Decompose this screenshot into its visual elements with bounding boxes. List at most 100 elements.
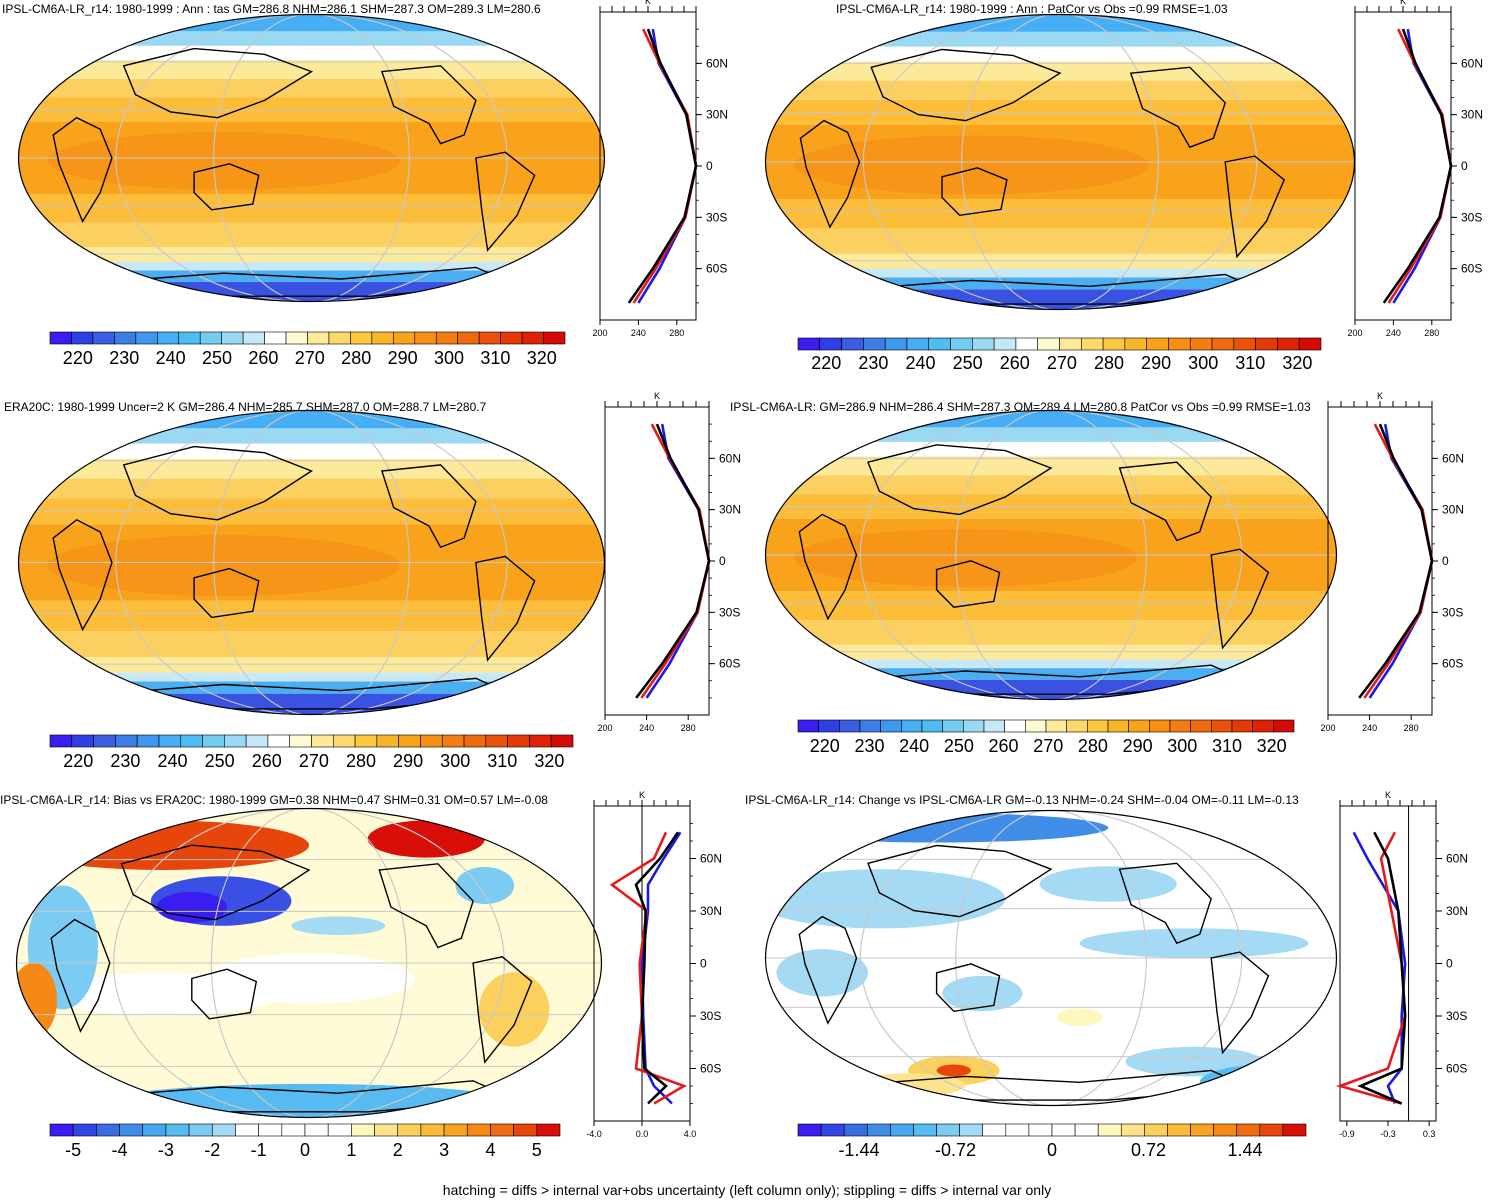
profile-x-tick: 200 bbox=[592, 328, 607, 338]
colorbar-tick-label: -0.72 bbox=[934, 1140, 976, 1160]
colorbar-tick-label: 290 bbox=[1122, 736, 1153, 756]
profile-x-tick: 0.0 bbox=[636, 1129, 649, 1139]
profile-line-black bbox=[1358, 423, 1434, 699]
colorbar-swatch bbox=[178, 331, 201, 345]
colorbar-tick-label: 270 bbox=[298, 751, 329, 771]
colorbar-swatch bbox=[1037, 337, 1060, 351]
colorbar-tick-label: 280 bbox=[1077, 736, 1108, 756]
lat-tick-label: 60N bbox=[700, 852, 722, 866]
colorbar-swatch bbox=[199, 331, 222, 345]
warm-pool bbox=[794, 135, 1149, 195]
lat-tick-label: 30N bbox=[1442, 503, 1464, 517]
colorbar-tick-label: 280 bbox=[345, 751, 376, 771]
colorbar-swatch bbox=[281, 1123, 306, 1137]
profile-line-blue bbox=[640, 831, 682, 1105]
colorbar-swatch bbox=[1097, 1123, 1122, 1137]
colorbar-swatch bbox=[49, 331, 72, 345]
colorbar-tick-label: 320 bbox=[1282, 353, 1313, 373]
profile-x-tick: 200 bbox=[1347, 328, 1362, 338]
colorbar-swatch bbox=[1128, 719, 1150, 733]
colorbar-swatch bbox=[513, 1123, 538, 1137]
colorbar-swatch bbox=[115, 734, 138, 748]
coastline bbox=[52, 518, 113, 632]
colorbar-labels: 220 230 240 250 260 270 280 290 300 310 320 bbox=[798, 353, 1321, 375]
colorbar-tick-label: 230 bbox=[858, 353, 889, 373]
coastline bbox=[798, 915, 858, 1025]
map bbox=[764, 409, 1338, 701]
coastline bbox=[1210, 548, 1270, 650]
colorbar-swatch bbox=[397, 1123, 422, 1137]
anomaly-patch bbox=[16, 820, 309, 870]
anomaly-patch bbox=[1199, 1064, 1337, 1101]
colorbar-swatch bbox=[96, 1123, 120, 1137]
colorbar-swatch bbox=[267, 734, 291, 748]
lat-tick-label: 60S bbox=[719, 657, 740, 671]
colorbar-swatch bbox=[972, 337, 995, 351]
profile-x-tick: 280 bbox=[681, 723, 696, 733]
map-band bbox=[18, 270, 605, 282]
colorbar-swatch bbox=[884, 337, 908, 351]
map-band bbox=[18, 14, 605, 32]
graticule-lon bbox=[862, 14, 1258, 310]
colorbar-swatch bbox=[235, 1123, 259, 1137]
colorbar-tick-label: -1.44 bbox=[838, 1140, 880, 1160]
colorbar-swatch bbox=[1004, 719, 1026, 733]
map-band bbox=[18, 693, 605, 715]
colorbar-swatch bbox=[529, 734, 552, 748]
colorbar-tick-label: 220 bbox=[63, 751, 94, 771]
colorbar-swatch bbox=[1087, 719, 1109, 733]
coastline bbox=[867, 844, 1053, 918]
colorbar-tick-label: 220 bbox=[811, 353, 842, 373]
map-band bbox=[765, 228, 1355, 254]
lat-tick-label: 60N bbox=[1461, 56, 1483, 70]
colorbar-swatch bbox=[463, 734, 487, 748]
map-band bbox=[765, 620, 1337, 645]
panel-title: IPSL-CM6A-LR_r14: Bias vs ERA20C: 1980-1… bbox=[0, 793, 548, 807]
colorbar-swatch bbox=[158, 734, 182, 748]
colorbar-swatch bbox=[485, 734, 508, 748]
colorbar bbox=[49, 1123, 561, 1137]
anomaly-patch bbox=[942, 975, 1023, 1012]
colorbar-swatch bbox=[221, 331, 244, 345]
profile-x-tick: 240 bbox=[1386, 328, 1401, 338]
map-band bbox=[765, 80, 1355, 100]
panel-title: ERA20C: 1980-1999 Uncer=2 K GM=286.4 NHM… bbox=[4, 400, 487, 414]
colorbar-labels: -5 -4 -3 -2 -1 0 1 2 3 4 5 bbox=[50, 1140, 560, 1162]
lat-tick-label: 0 bbox=[706, 159, 713, 173]
colorbar-swatch bbox=[420, 1123, 445, 1137]
map-band bbox=[18, 657, 605, 673]
colorbar-tick-label: -1 bbox=[250, 1140, 267, 1160]
map-band bbox=[765, 289, 1355, 310]
colorbar-swatch bbox=[550, 734, 574, 748]
coastline bbox=[1118, 862, 1212, 945]
graticule-lon bbox=[961, 14, 1159, 310]
panel-title: IPSL-CM6A-LR_r14: 1980-1999 : Ann : tas … bbox=[2, 2, 541, 16]
map-band bbox=[765, 591, 1337, 621]
colorbar-tick-label: 280 bbox=[341, 348, 372, 368]
colorbar-swatch bbox=[398, 734, 421, 748]
colorbar-swatch bbox=[224, 734, 247, 748]
colorbar-tick-label: 300 bbox=[433, 348, 465, 368]
graticule-lon bbox=[213, 410, 410, 715]
coastline bbox=[380, 65, 477, 145]
map-band bbox=[765, 61, 1355, 81]
coastline bbox=[935, 560, 1001, 608]
map-band bbox=[18, 478, 605, 499]
colorbar-swatch bbox=[820, 1123, 845, 1137]
graticule-lon bbox=[859, 810, 1243, 1106]
colorbar-tick-label: 250 bbox=[952, 353, 983, 373]
lat-tick-label: 60S bbox=[1446, 1062, 1467, 1076]
colorbar-swatch bbox=[797, 337, 821, 351]
colorbar-swatch bbox=[414, 331, 437, 345]
colorbar bbox=[797, 719, 1295, 733]
map-band bbox=[18, 281, 605, 302]
colorbar-swatch bbox=[1252, 719, 1274, 733]
colorbar-tick-label: -4 bbox=[111, 1140, 128, 1160]
colorbar-swatch bbox=[202, 734, 225, 748]
colorbar-tick-label: 270 bbox=[294, 348, 325, 368]
colorbar-tick-label: 260 bbox=[248, 348, 279, 368]
zonal-profile: 60N 30N 0 30S 60S K 200 240 280 bbox=[1320, 391, 1464, 733]
map-band bbox=[18, 261, 605, 271]
lat-tick-label: 30N bbox=[700, 904, 722, 918]
map-band bbox=[18, 458, 605, 479]
